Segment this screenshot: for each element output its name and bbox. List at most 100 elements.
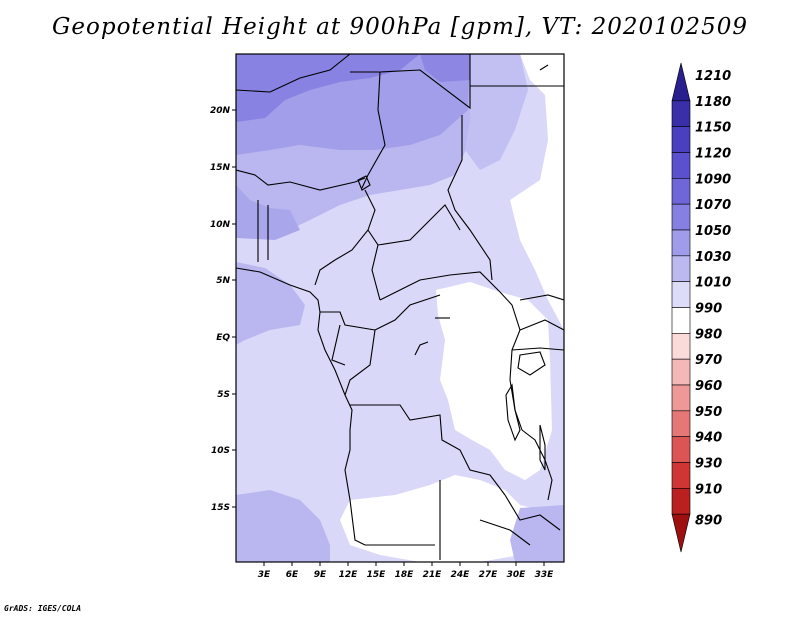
lake-malawi	[539, 424, 546, 471]
coastline-gulf-of-guinea	[236, 267, 353, 450]
field-white-northeast	[510, 54, 564, 330]
lon-label: 18E	[395, 570, 415, 580]
lon-tick-27e: 27E	[479, 562, 499, 580]
border-gabon-congo	[331, 324, 346, 366]
lat-label: EQ	[216, 333, 230, 343]
lon-tick-9e: 9E	[314, 562, 327, 580]
lon-label: 30E	[507, 570, 527, 580]
border-south-sudan	[519, 294, 564, 301]
lat-tick-20n: 20N	[210, 106, 236, 116]
lat-label: 10N	[210, 220, 231, 230]
lat-tick-5n: 5N	[216, 276, 236, 286]
lat-label: 5S	[217, 390, 230, 400]
colorbar-label: 1090	[695, 172, 731, 187]
lon-label: 27E	[479, 570, 499, 580]
colorbar-label: 1210	[695, 69, 731, 84]
lon-label: 15E	[367, 570, 387, 580]
lat-label: 5N	[216, 276, 230, 286]
colorbar-swatch	[671, 100, 691, 127]
lat-label: 20N	[210, 106, 231, 116]
colorbar-label: 890	[695, 513, 722, 528]
border-zambia-malawi	[504, 494, 561, 531]
lake-victoria	[517, 351, 546, 376]
lake-chad	[357, 175, 371, 191]
colorbar-swatch	[671, 307, 691, 334]
colorbar-swatch	[671, 513, 691, 553]
border-cameroon-gabon-congo	[320, 311, 376, 331]
colorbar-swatch	[671, 436, 691, 463]
lon-label: 9E	[314, 570, 327, 580]
lon-tick-6e: 6E	[286, 562, 299, 580]
colorbar-swatch	[671, 333, 691, 360]
colorbar-swatch	[671, 152, 691, 179]
lon-tick-21e: 21E	[423, 562, 443, 580]
lat-tick-15n: 15N	[210, 163, 236, 173]
lon-tick-15e: 15E	[367, 562, 387, 580]
border-zambia-zimbabwe	[479, 519, 531, 546]
colorbar-swatch	[671, 358, 691, 386]
colorbar-swatch	[671, 178, 691, 205]
lon-tick-12e: 12E	[339, 562, 359, 580]
lon-label: 3E	[258, 570, 271, 580]
border-algeria-mali	[236, 54, 351, 93]
lon-label: 21E	[423, 570, 443, 580]
nile-fragment	[539, 64, 549, 71]
colorbar-label: 1050	[695, 224, 731, 239]
colorbar-swatch	[671, 126, 691, 153]
lake-tanganyika	[505, 383, 521, 442]
colorbar-label: 1010	[695, 276, 731, 291]
lon-label: 33E	[535, 570, 555, 580]
footer-credit: GrADS: IGES/COLA	[4, 604, 82, 613]
colorbar-label: 1180	[695, 95, 731, 110]
river-fragment	[414, 341, 429, 356]
colorbar-label: 1120	[695, 147, 731, 162]
lon-tick-30e: 30E	[507, 562, 527, 580]
country-borders	[236, 54, 564, 560]
lon-tick-33e: 33E	[535, 562, 555, 580]
lon-label: 12E	[339, 570, 359, 580]
lat-tick-15s: 15S	[211, 503, 236, 513]
lat-label: 15S	[211, 503, 230, 513]
border-congo-drc	[344, 329, 376, 396]
colorbar-swatch	[671, 229, 691, 257]
colorbar-label: 970	[695, 353, 722, 368]
border-drc-north	[374, 294, 441, 331]
colorbar-label: 940	[695, 431, 722, 446]
lon-label: 6E	[286, 570, 299, 580]
colorbar-label: 950	[695, 405, 722, 420]
border-niger-nigeria	[236, 169, 366, 191]
lat-tick-eq: EQ	[216, 333, 236, 343]
colorbar-label: 1030	[695, 250, 731, 265]
colorbar-swatch	[671, 462, 691, 489]
colorbar-label: 1070	[695, 198, 731, 213]
colorbar-swatch	[671, 203, 691, 231]
colorbar-label: 990	[695, 302, 722, 317]
field-1030-northeast	[465, 54, 528, 170]
lat-tick-5s: 5S	[217, 390, 236, 400]
border-chad-car	[377, 204, 461, 246]
lon-axis: 3E 6E 9E 12E 15E 18E 21E 24E 27E 30E 33E	[258, 562, 554, 580]
field-1070-northeast	[420, 54, 470, 82]
lon-tick-3e: 3E	[258, 562, 271, 580]
border-chad-sudan	[447, 115, 493, 281]
border-niger-chad	[361, 71, 386, 189]
colorbar-label: 910	[695, 482, 722, 497]
lon-label: 24E	[451, 570, 471, 580]
field-1030-west	[236, 262, 305, 345]
lat-label: 10S	[211, 446, 230, 456]
colorbar-swatch	[671, 410, 691, 437]
border-drc-angola-zambia	[350, 404, 506, 496]
colorbar-label: 980	[695, 327, 722, 342]
border-nigeria-cameroon	[314, 189, 376, 286]
colorbar-label: 930	[695, 457, 722, 472]
lat-axis: 20N 15N 10N 5N EQ 5S 10S 15S	[210, 106, 236, 513]
colorbar-swatch	[671, 488, 691, 515]
field-1070-north	[236, 54, 420, 122]
lat-label: 15N	[210, 163, 231, 173]
border-uganda-north	[519, 319, 564, 331]
lat-tick-10n: 10N	[210, 220, 236, 230]
border-angola-west	[344, 449, 366, 546]
plot-title: Geopotential Height at 900hPa [gpm], VT:…	[52, 14, 748, 40]
field-white-south	[340, 475, 545, 562]
